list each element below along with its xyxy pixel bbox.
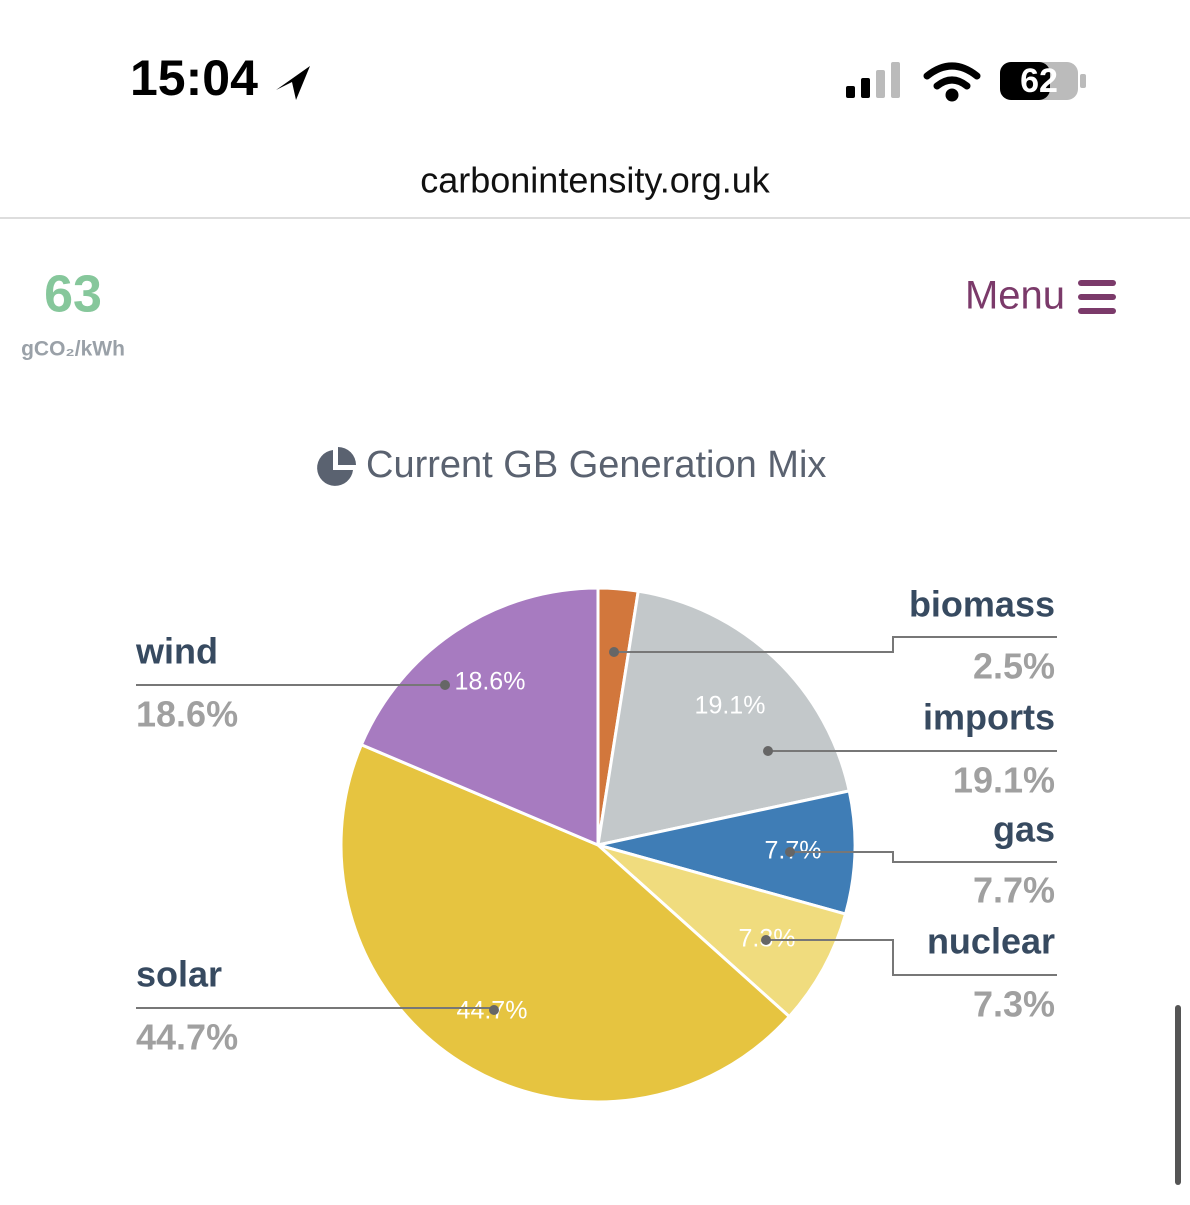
- leader-line: [614, 636, 1057, 653]
- menu-icon[interactable]: [1078, 280, 1116, 314]
- wifi-icon: [923, 62, 981, 102]
- leader-dot: [761, 935, 771, 945]
- intensity-unit: gCO₂/kWh: [21, 338, 125, 361]
- chart-title: Current GB Generation Mix: [366, 444, 826, 486]
- signal-icon: [846, 62, 900, 98]
- pie-icon: [317, 447, 356, 486]
- legend-name: biomass: [909, 584, 1055, 625]
- legend-value: 7.3%: [973, 984, 1055, 1025]
- battery-tip: [1080, 74, 1086, 88]
- intensity-value: 63: [44, 266, 102, 324]
- legend-value: 19.1%: [953, 760, 1055, 801]
- leader-line: [766, 939, 1057, 976]
- pie-slice: [596, 843, 848, 1019]
- leader-dot: [609, 647, 619, 657]
- battery-percent: 62: [1020, 62, 1058, 100]
- legend-name: gas: [993, 809, 1055, 850]
- battery-level: [1000, 62, 1050, 100]
- legend-name: solar: [136, 954, 222, 995]
- pie-slice: [596, 589, 852, 847]
- leader-dot: [763, 746, 773, 756]
- leader-line: [790, 851, 1057, 863]
- leader-dot: [785, 847, 795, 857]
- pie-slice: [359, 586, 600, 848]
- slice-label: 18.6%: [455, 668, 526, 696]
- location-icon: [276, 66, 310, 100]
- leader-dot: [440, 680, 450, 690]
- legend-value: 2.5%: [973, 646, 1055, 687]
- legend-value: 18.6%: [136, 694, 238, 735]
- scrollbar: [1175, 1005, 1181, 1185]
- legend-name: imports: [923, 697, 1055, 738]
- leader-dot: [489, 1005, 499, 1015]
- legend-value: 44.7%: [136, 1017, 238, 1058]
- legend-name: wind: [135, 631, 218, 672]
- url[interactable]: carbonintensity.org.uk: [420, 160, 771, 201]
- slice-label: 19.1%: [695, 692, 766, 720]
- legend-name: nuclear: [927, 921, 1055, 962]
- menu-label[interactable]: Menu: [965, 274, 1065, 318]
- pie-slice: [339, 742, 792, 1104]
- legend-value: 7.7%: [973, 870, 1055, 911]
- clock: 15:04: [130, 50, 258, 106]
